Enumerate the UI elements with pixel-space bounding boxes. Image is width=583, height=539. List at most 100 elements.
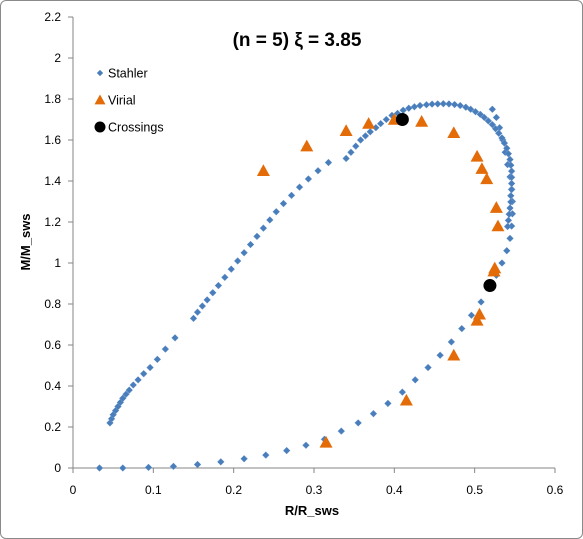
stahler-point	[462, 103, 470, 111]
y-tick-label: 1	[54, 256, 61, 270]
stahler-point	[304, 175, 313, 183]
crossings-point	[483, 279, 497, 293]
stahler-point	[233, 257, 242, 265]
stahler-point	[480, 113, 489, 122]
stahler-point	[498, 259, 506, 267]
stahler-point	[161, 345, 170, 353]
stahler-point	[119, 464, 127, 472]
stahler-point	[240, 455, 248, 463]
stahler-point	[450, 100, 459, 109]
legend-label-virial: Virial	[108, 94, 136, 108]
stahler-point	[491, 124, 500, 133]
stahler-point	[477, 298, 485, 306]
stahler-point	[214, 281, 223, 290]
y-tick-label: 0.6	[44, 338, 61, 352]
stahler-point	[342, 154, 350, 163]
stahler-point	[504, 216, 513, 225]
crossings-point	[395, 113, 409, 126]
virial-point	[487, 264, 501, 277]
stahler-point	[433, 100, 442, 108]
stahler-point	[240, 248, 248, 257]
stahler-point	[203, 296, 211, 304]
y-tick-label: 1.8	[44, 92, 61, 106]
stahler-point	[498, 134, 506, 142]
stahler-point	[507, 185, 516, 194]
stahler-point	[347, 148, 355, 157]
stahler-point	[217, 458, 225, 466]
legend: Stahler Virial Crossings	[94, 67, 164, 135]
x-tick-label: 0.2	[225, 483, 242, 497]
virial-point	[415, 115, 429, 127]
stahler-point	[382, 115, 391, 124]
stahler-point	[506, 234, 514, 243]
stahler-point	[467, 311, 476, 320]
y-tick-label: 0.8	[44, 297, 61, 311]
stahler-point	[410, 103, 419, 111]
stahler-point	[471, 107, 480, 116]
y-tick-label: 2	[54, 51, 61, 65]
stahler-point	[119, 394, 127, 403]
stahler-point	[125, 386, 133, 394]
stahler-point	[447, 338, 456, 346]
stahler-point	[139, 369, 148, 378]
stahler-point	[134, 376, 142, 384]
stahler-point	[262, 451, 270, 459]
stahler-point	[503, 222, 512, 231]
series-crossings	[395, 113, 497, 293]
stahler-point	[488, 105, 497, 114]
stahler-point	[171, 334, 179, 342]
stahler-point	[445, 100, 453, 108]
virial-point	[447, 126, 461, 139]
stahler-point	[189, 314, 198, 323]
stahler-point	[488, 120, 497, 129]
stahler-point	[295, 183, 304, 191]
legend-marker-virial	[94, 94, 106, 105]
virial-point	[491, 219, 505, 232]
virial-point	[480, 172, 494, 185]
stahler-point	[361, 132, 370, 140]
stahler-point	[146, 363, 154, 372]
stahler-point	[282, 446, 291, 455]
stahler-point	[287, 191, 296, 200]
axes	[68, 16, 556, 473]
series-virial	[256, 113, 505, 448]
y-tick-label: 1.6	[44, 133, 61, 147]
stahler-point	[193, 308, 202, 316]
stahler-point	[337, 427, 346, 435]
stahler-point	[356, 136, 365, 144]
x-tick-label: 0.3	[306, 483, 323, 497]
x-tick-label: 0.1	[145, 483, 162, 497]
chart-title: (n = 5) ξ = 3.85	[233, 30, 362, 51]
stahler-point	[221, 273, 229, 282]
stahler-point	[272, 207, 280, 216]
legend-label-stahler: Stahler	[108, 67, 148, 81]
stahler-point	[439, 99, 448, 108]
legend-label-crossings: Crossings	[108, 121, 164, 135]
y-tick-label: 0.4	[44, 379, 61, 393]
stahler-point	[456, 101, 464, 110]
x-tick-label: 0.4	[386, 483, 403, 497]
y-tick-label: 0.2	[44, 420, 61, 434]
virial-point	[475, 162, 489, 174]
stahler-point	[122, 390, 130, 398]
legend-marker-crossings	[94, 121, 106, 133]
virial-point	[470, 149, 484, 162]
stahler-point	[376, 119, 385, 128]
stahler-point	[484, 117, 493, 125]
stahler-point	[354, 419, 362, 427]
virial-point	[362, 117, 376, 129]
stahler-point	[428, 100, 436, 108]
stahler-point	[193, 460, 202, 469]
x-tick-label: 0.5	[466, 483, 483, 497]
stahler-point	[422, 100, 431, 109]
virial-point	[339, 124, 353, 136]
virial-point	[399, 393, 413, 406]
stahler-point	[279, 199, 288, 208]
stahler-point	[466, 105, 475, 114]
y-tick-label: 1.2	[44, 215, 61, 229]
virial-point	[472, 307, 486, 320]
stahler-point	[495, 129, 503, 137]
stahler-point	[507, 167, 516, 175]
virial-point	[256, 164, 270, 176]
